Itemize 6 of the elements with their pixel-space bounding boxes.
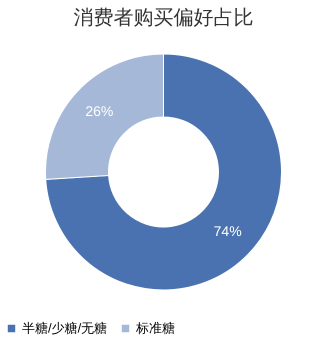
data-label: 26% xyxy=(85,102,114,119)
chart-title: 消费者购买偏好占比 xyxy=(74,7,254,29)
legend-label: 半糖/少糖/无糖 xyxy=(22,320,108,336)
legend-label: 标准糖 xyxy=(135,320,175,336)
data-label: 74% xyxy=(214,223,242,240)
donut-slice xyxy=(45,54,282,290)
